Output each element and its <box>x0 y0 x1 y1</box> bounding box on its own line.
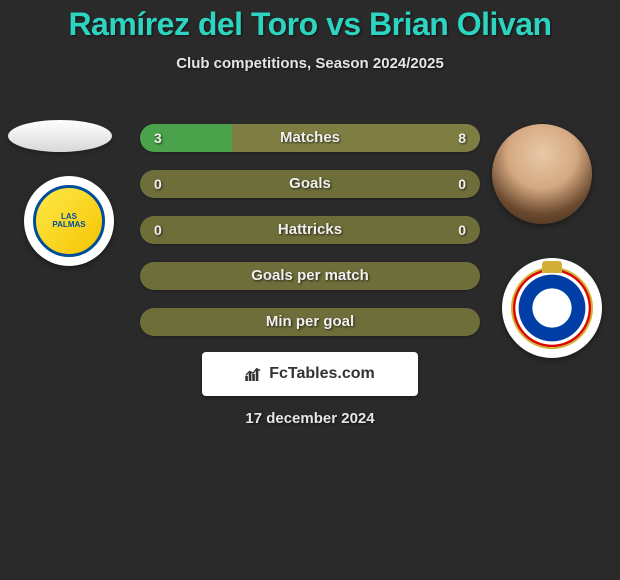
club-badge-right <box>502 258 602 358</box>
stat-bar-label: Hattricks <box>140 216 480 244</box>
stat-bar-right-value: 8 <box>458 124 466 152</box>
bar-chart-icon <box>245 367 263 381</box>
stat-bar: Matches3 8 <box>140 124 480 152</box>
stat-bar-right-value: 0 <box>458 170 466 198</box>
stat-bar-label: Matches <box>140 124 480 152</box>
comparison-title: Ramírez del Toro vs Brian Olivan <box>0 6 620 43</box>
stat-bar-label: Min per goal <box>140 308 480 336</box>
espanyol-icon <box>511 267 593 349</box>
stat-bar: Goals0 0 <box>140 170 480 198</box>
source-logo-text: FcTables.com <box>269 365 375 383</box>
stat-bar-right-value: 0 <box>458 216 466 244</box>
comparison-date: 17 december 2024 <box>0 410 620 427</box>
player-left-avatar <box>8 120 112 152</box>
comparison-bars: Matches38Goals00Hattricks00Goals per mat… <box>140 124 480 354</box>
stat-bar-left-value: 0 <box>154 170 162 198</box>
stat-bar-left-value: 3 <box>154 124 162 152</box>
club-badge-left: LASPALMAS <box>24 176 114 266</box>
stat-bar: Min per goal <box>140 308 480 336</box>
player-right-avatar <box>492 124 592 224</box>
comparison-subtitle: Club competitions, Season 2024/2025 <box>0 55 620 72</box>
las-palmas-icon: LASPALMAS <box>33 185 105 257</box>
stat-bar-label: Goals per match <box>140 262 480 290</box>
source-logo: FcTables.com <box>202 352 418 396</box>
stat-bar-left-value: 0 <box>154 216 162 244</box>
stat-bar: Hattricks0 0 <box>140 216 480 244</box>
stat-bar-label: Goals <box>140 170 480 198</box>
stat-bar: Goals per match <box>140 262 480 290</box>
